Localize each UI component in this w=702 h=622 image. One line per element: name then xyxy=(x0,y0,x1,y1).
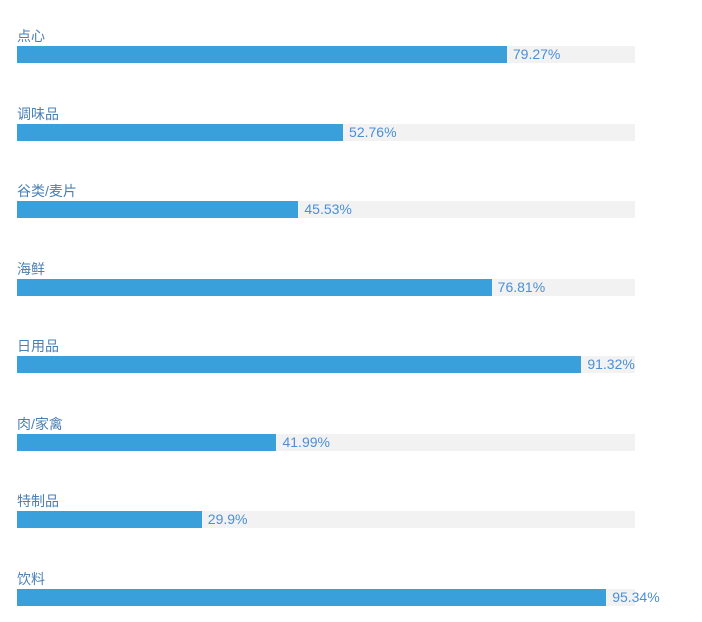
value-label: 41.99% xyxy=(282,433,330,450)
bar xyxy=(17,278,492,296)
bar-track xyxy=(17,433,635,451)
value-label: 95.34% xyxy=(612,588,660,605)
bar xyxy=(17,433,277,451)
bar-track xyxy=(17,588,635,606)
bar-track xyxy=(17,201,635,218)
bar xyxy=(17,511,202,528)
category-label: 饮料 xyxy=(17,570,45,587)
category-label: 肉/家禽 xyxy=(17,415,63,432)
bar-track xyxy=(17,511,635,528)
category-label: 日用品 xyxy=(17,338,59,354)
category-label: 调味品 xyxy=(17,105,59,122)
bar-track xyxy=(17,356,635,373)
bar-track xyxy=(17,46,635,63)
value-label: 29.9% xyxy=(207,511,248,527)
category-label: 特制品 xyxy=(17,493,59,509)
category-label: 谷类/麦片 xyxy=(17,183,77,199)
bar xyxy=(17,356,582,373)
bar xyxy=(17,123,344,141)
bar-track xyxy=(17,278,635,296)
value-label: 52.76% xyxy=(349,123,397,140)
bar-track xyxy=(17,123,635,141)
value-label: 79.27% xyxy=(512,46,561,62)
value-label: 45.53% xyxy=(304,201,352,217)
bar xyxy=(17,201,299,218)
value-label: 91.32% xyxy=(587,356,635,372)
bar xyxy=(17,46,507,63)
value-label: 76.81% xyxy=(497,278,546,295)
bar xyxy=(17,588,607,606)
category-label: 点心 xyxy=(17,28,45,44)
category-label: 海鲜 xyxy=(17,260,45,277)
